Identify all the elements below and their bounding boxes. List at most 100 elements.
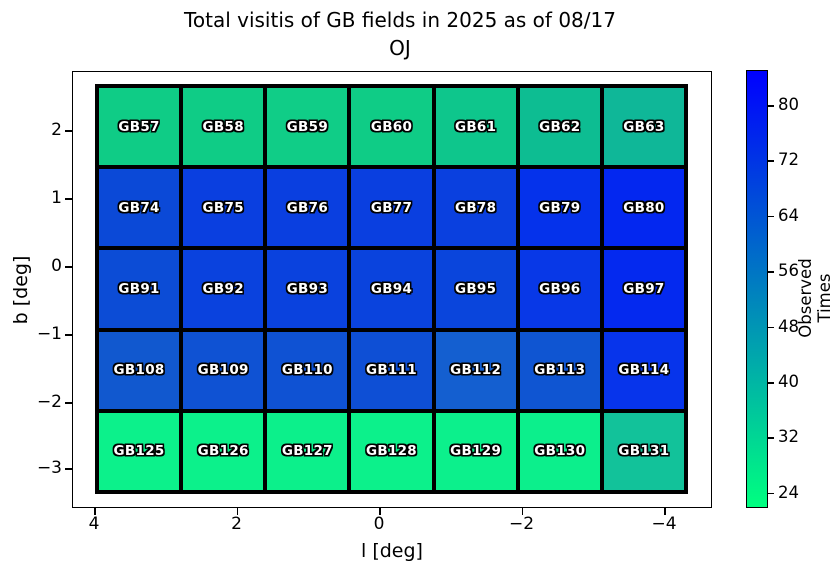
colorbar-tick-mark [768, 105, 774, 107]
y-axis-label: b [deg] [10, 255, 32, 325]
heatmap-cell: GB94 [349, 248, 434, 330]
heatmap-cell-label: GB61 [454, 118, 497, 135]
colorbar-tick-mark [768, 215, 774, 218]
y-tick-label: 0 [51, 256, 62, 276]
colorbar-tick-label: 32 [778, 427, 799, 447]
heatmap-cell-label: GB95 [454, 280, 497, 297]
colorbar-tick-mark [768, 382, 774, 384]
heatmap-cell: GB110 [265, 329, 350, 411]
heatmap-cell-label: GB62 [539, 118, 581, 135]
heatmap-cell-label: GB79 [539, 199, 581, 216]
colorbar-label: Observed Times [796, 258, 834, 338]
x-tick-mark [664, 508, 666, 515]
heatmap-cell-label: GB58 [202, 118, 244, 135]
y-tick-label: −3 [36, 458, 62, 478]
x-tick-label: 0 [373, 514, 385, 534]
y-tick-label: 1 [51, 188, 62, 208]
heatmap-cell-label: GB126 [197, 443, 249, 460]
chart-title-line1: Total visitis of GB fields in 2025 as of… [184, 8, 616, 32]
heatmap-cell: GB131 [601, 410, 686, 492]
heatmap-cell-label: GB74 [118, 199, 160, 216]
heatmap-cell: GB79 [517, 167, 602, 249]
heatmap-cell-label: GB96 [539, 280, 581, 297]
heatmap-cell-label: GB60 [370, 118, 413, 135]
heatmap-cell: GB127 [265, 410, 350, 492]
x-tick-label: 2 [231, 514, 242, 534]
heatmap-cell: GB108 [97, 329, 182, 411]
heatmap-cell-label: GB111 [365, 362, 418, 379]
heatmap-cell: GB128 [349, 410, 434, 492]
heatmap-cell-label: GB80 [623, 199, 665, 216]
heatmap-cell-label: GB59 [286, 118, 329, 135]
heatmap-cell: GB60 [349, 86, 434, 168]
y-tick-mark [65, 334, 72, 336]
y-tick-mark [65, 198, 72, 200]
heatmap-cell: GB97 [601, 248, 686, 330]
heatmap-cell-label: GB97 [623, 280, 665, 297]
heatmap-cell: GB126 [181, 410, 266, 492]
heatmap-cell: GB93 [265, 248, 350, 330]
heatmap-cell-label: GB78 [454, 199, 497, 216]
heatmap-cell-label: GB92 [202, 280, 244, 297]
heatmap-cell: GB112 [433, 329, 518, 411]
heatmap-cell: GB75 [181, 167, 266, 249]
heatmap-cell-label: GB93 [286, 280, 329, 297]
heatmap-cell-label: GB112 [450, 362, 502, 379]
x-tick-mark [521, 508, 524, 515]
colorbar-tick-label: 72 [778, 150, 799, 170]
heatmap-cell: GB62 [517, 86, 602, 168]
x-tick-mark [94, 508, 96, 515]
y-tick-mark [65, 402, 72, 404]
colorbar-tick-mark [768, 492, 774, 495]
heatmap-cell-label: GB110 [281, 362, 333, 379]
y-tick-label: 2 [51, 120, 62, 140]
heatmap-cell: GB92 [181, 248, 266, 330]
heatmap-cell: GB57 [97, 86, 182, 168]
y-tick-mark [65, 266, 72, 268]
heatmap-cell-label: GB130 [534, 443, 586, 460]
heatmap-cell-label: GB63 [623, 118, 665, 135]
heatmap-cell: GB130 [517, 410, 602, 492]
colorbar-tick-mark [768, 437, 774, 439]
heatmap-cell-label: GB76 [286, 199, 329, 216]
colorbar [746, 70, 768, 508]
x-tick-label: −4 [651, 514, 677, 534]
x-tick-label: 4 [88, 514, 100, 534]
y-tick-mark [65, 130, 72, 132]
heatmap-cell-label: GB131 [618, 443, 670, 460]
heatmap-cell-label: GB77 [370, 199, 413, 216]
colorbar-tick-mark [768, 271, 774, 273]
y-tick-label: −2 [36, 392, 62, 412]
heatmap-cell-label: GB94 [370, 280, 413, 297]
colorbar-tick-mark [768, 326, 774, 329]
colorbar-tick-label: 64 [778, 205, 799, 225]
x-tick-mark [379, 508, 381, 515]
heatmap-cell: GB125 [97, 410, 182, 492]
heatmap-cell: GB61 [433, 86, 518, 168]
heatmap-cell: GB96 [517, 248, 602, 330]
heatmap-cell-label: GB114 [618, 362, 670, 379]
colorbar-tick-label: 80 [778, 95, 799, 114]
heatmap-cell-label: GB57 [118, 118, 160, 135]
heatmap-cell: GB129 [433, 410, 518, 492]
x-axis-label: l [deg] [361, 540, 423, 562]
heatmap-cell: GB91 [97, 248, 182, 330]
colorbar-tick-label: 56 [778, 261, 799, 281]
chart-title-line2: OJ [389, 36, 411, 60]
heatmap-cell-label: GB109 [197, 362, 249, 379]
x-tick-label: −2 [508, 514, 535, 534]
heatmap-grid: GB57 GB58 GB59 GB60 GB61 GB62 GB63 GB74 GB75 GB76… [95, 84, 688, 494]
colorbar-tick-mark [768, 160, 774, 162]
heatmap-cell: GB74 [97, 167, 182, 249]
heatmap-cell-label: GB108 [113, 362, 165, 379]
heatmap-cell: GB113 [517, 329, 602, 411]
y-tick-mark [65, 468, 72, 470]
colorbar-tick-label: 40 [778, 372, 799, 391]
heatmap-cell: GB76 [265, 167, 350, 249]
heatmap-cell: GB109 [181, 329, 266, 411]
heatmap-cell-label: GB127 [281, 443, 333, 460]
heatmap-cell-label: GB128 [365, 443, 418, 460]
heatmap-cell-label: GB75 [202, 199, 244, 216]
heatmap-cell-label: GB129 [450, 443, 502, 460]
